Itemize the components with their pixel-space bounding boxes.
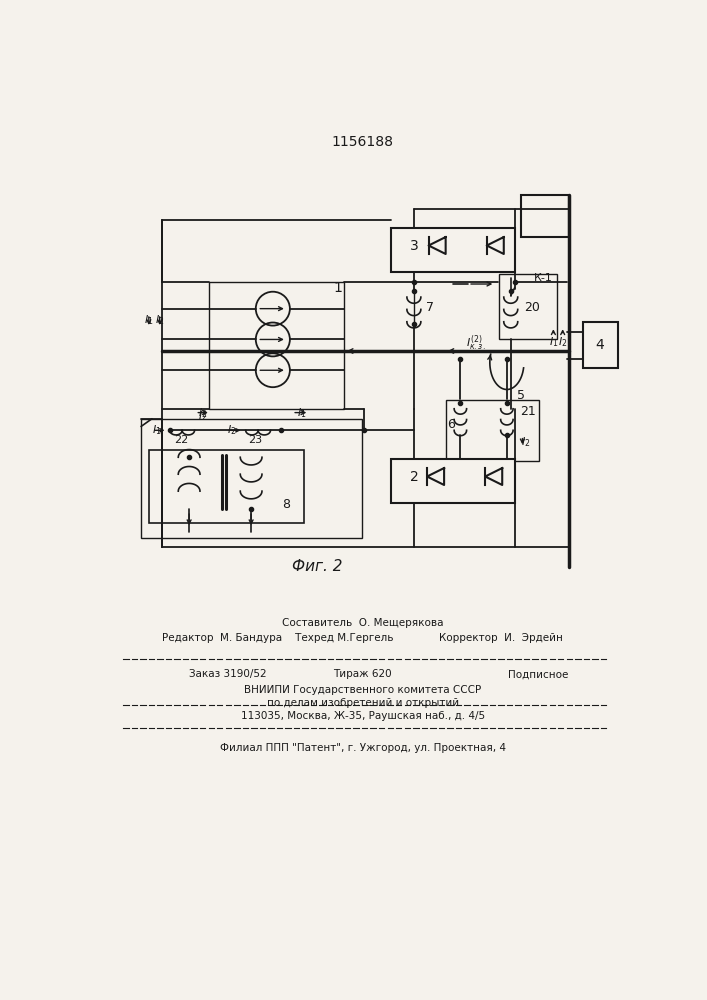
Text: 7: 7 xyxy=(426,301,433,314)
Text: 23: 23 xyxy=(248,435,262,445)
Text: 20: 20 xyxy=(524,301,540,314)
Text: 5: 5 xyxy=(517,389,525,402)
Text: Подписное: Подписное xyxy=(508,669,568,679)
Text: Филиал ППП "Патент", г. Ужгород, ул. Проектная, 4: Филиал ППП "Патент", г. Ужгород, ул. Про… xyxy=(220,743,506,753)
Text: Заказ 3190/52: Заказ 3190/52 xyxy=(189,669,267,679)
Text: 4: 4 xyxy=(595,338,604,352)
Text: $I_1$: $I_1$ xyxy=(549,335,558,349)
Text: $I_1$: $I_1$ xyxy=(152,423,161,437)
Text: по делам изобретений и открытий: по делам изобретений и открытий xyxy=(267,698,459,708)
Bar xyxy=(391,228,515,272)
Text: ВНИИПИ Государственного комитета СССР: ВНИИПИ Государственного комитета СССР xyxy=(244,685,481,695)
Text: 1: 1 xyxy=(334,281,342,295)
Bar xyxy=(521,195,569,237)
Text: $I_2$: $I_2$ xyxy=(227,423,236,437)
Text: 8: 8 xyxy=(282,498,290,512)
Text: $I_1$: $I_1$ xyxy=(144,313,153,327)
Text: 1156188: 1156188 xyxy=(332,135,394,149)
Text: 3: 3 xyxy=(409,239,419,253)
Text: $I_2$: $I_2$ xyxy=(521,435,530,449)
Text: $I_1$: $I_1$ xyxy=(297,406,306,420)
Text: Тираж 620: Тираж 620 xyxy=(334,669,392,679)
Bar xyxy=(583,322,618,368)
Text: Составитель  О. Мещерякова: Составитель О. Мещерякова xyxy=(282,618,443,628)
Bar xyxy=(141,419,362,538)
Text: Фиг. 2: Фиг. 2 xyxy=(292,559,342,574)
Text: $I^{(2)}_{к.з.}$: $I^{(2)}_{к.з.}$ xyxy=(466,334,486,353)
Text: 22: 22 xyxy=(174,435,189,445)
Text: 6: 6 xyxy=(447,418,455,431)
Bar xyxy=(391,459,515,503)
Text: $I_2$: $I_2$ xyxy=(558,335,568,349)
Text: 21: 21 xyxy=(520,405,536,418)
Bar xyxy=(446,400,539,461)
Bar xyxy=(209,282,344,409)
Bar xyxy=(149,450,304,523)
Bar xyxy=(499,274,557,339)
Text: 2: 2 xyxy=(409,470,419,484)
Text: $I_2$: $I_2$ xyxy=(155,313,165,327)
Text: $I_2$: $I_2$ xyxy=(199,409,208,423)
Text: Редактор  М. Бандура    Техред М.Гергель              Корректор  И.  Эрдейн: Редактор М. Бандура Техред М.Гергель Кор… xyxy=(163,633,563,643)
Text: 113035, Москва, Ж-35, Раушская наб., д. 4/5: 113035, Москва, Ж-35, Раушская наб., д. … xyxy=(240,711,485,721)
Text: К-1: К-1 xyxy=(534,273,553,283)
Text: $I_2$: $I_2$ xyxy=(199,406,208,420)
